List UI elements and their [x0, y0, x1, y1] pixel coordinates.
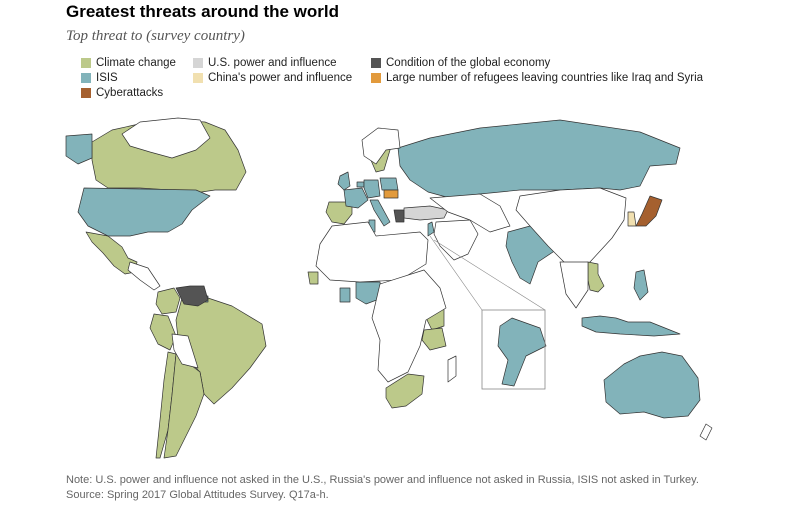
legend-swatch: [81, 88, 91, 98]
country-southeast-asia: [559, 261, 589, 309]
country-argentina: [163, 353, 205, 459]
legend-swatch: [371, 58, 381, 68]
legend-swatch: [193, 58, 203, 68]
inset-frame: [481, 309, 546, 390]
legend-label: Climate change: [96, 57, 176, 69]
legend-item-global-economy: Condition of the global economy: [371, 57, 550, 69]
country-poland: [379, 177, 399, 191]
legend-item-china-power: China's power and influence: [193, 72, 352, 84]
country-lebanon: [427, 221, 435, 237]
legend-label: Cyberattacks: [96, 87, 164, 99]
country-nigeria: [355, 281, 383, 305]
legend-item-us-power: U.S. power and influence: [193, 57, 337, 69]
country-scandinavia-other: [361, 127, 401, 165]
legend-item-refugees: Large number of refugees leaving countri…: [371, 72, 703, 84]
country-madagascar: [447, 355, 457, 383]
legend-item-isis: ISIS: [81, 72, 118, 84]
legend-label: Condition of the global economy: [386, 57, 551, 69]
legend-label: China's power and influence: [208, 72, 353, 84]
country-hungary: [383, 189, 399, 199]
country-japan: [635, 195, 663, 227]
country-germany: [363, 179, 381, 199]
country-central-asia: [429, 193, 511, 233]
country-australia: [603, 351, 701, 419]
country-ghana: [339, 287, 351, 303]
country-turkey: [403, 205, 449, 221]
country-central-america: [127, 261, 161, 291]
legend: Climate change ISIS Cyberattacks U.S. po…: [81, 57, 741, 105]
legend-swatch: [81, 58, 91, 68]
country-venezuela: [175, 285, 209, 307]
country-new-zealand: [699, 423, 713, 441]
country-china: [515, 187, 627, 265]
legend-swatch: [81, 73, 91, 83]
country-south-africa: [385, 373, 425, 409]
inset-line: [429, 235, 483, 311]
country-indonesia: [581, 315, 681, 337]
country-south-korea: [627, 211, 637, 227]
country-central-africa: [371, 269, 447, 383]
legend-label: U.S. power and influence: [208, 57, 337, 69]
inset-connector: [429, 235, 546, 311]
legend-label: Large number of refugees leaving countri…: [386, 72, 704, 84]
country-tanzania: [421, 327, 447, 351]
country-philippines: [633, 269, 649, 301]
country-uk: [337, 171, 351, 191]
legend-swatch: [193, 73, 203, 83]
map-subtitle: Top threat to (survey country): [66, 28, 245, 44]
country-senegal: [307, 271, 319, 285]
country-russia: [397, 119, 681, 199]
country-bolivia-paraguay: [171, 333, 199, 369]
footnote: Note: U.S. power and influence not asked…: [66, 473, 699, 503]
inset-line: [433, 239, 546, 311]
country-greenland: [121, 117, 211, 159]
country-greece: [393, 209, 405, 223]
country-peru: [149, 313, 177, 351]
country-jordan-inset: [497, 317, 547, 387]
country-north-africa: [315, 221, 429, 283]
country-united-states: [77, 187, 211, 237]
note-text: Note: U.S. power and influence not asked…: [66, 474, 699, 486]
legend-label: ISIS: [96, 72, 118, 84]
country-italy: [369, 199, 391, 227]
country-alaska: [65, 133, 93, 165]
country-vietnam: [587, 261, 605, 293]
legend-item-climate-change: Climate change: [81, 57, 176, 69]
map-title: Greatest threats around the world: [66, 2, 339, 21]
legend-swatch: [371, 73, 381, 83]
legend-item-cyberattacks: Cyberattacks: [81, 87, 163, 99]
country-netherlands: [356, 181, 365, 188]
country-colombia: [155, 287, 181, 315]
country-france: [343, 187, 369, 209]
source-text: Source: Spring 2017 Global Attitudes Sur…: [66, 489, 329, 501]
